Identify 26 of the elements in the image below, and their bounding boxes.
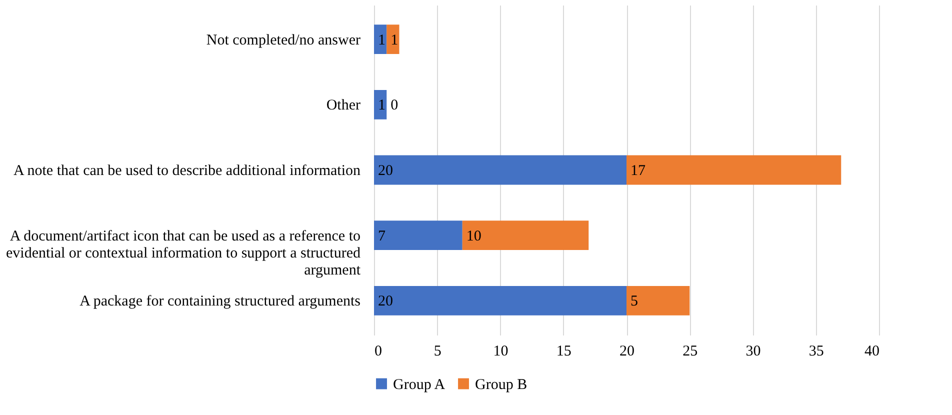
x-tick-label: 5: [434, 344, 442, 360]
y-tick-label: A package for containing structured arguments: [80, 294, 361, 310]
data-label: 10: [466, 228, 482, 244]
data-label: 1: [390, 32, 398, 48]
legend-label: Group B: [475, 376, 528, 393]
x-tick-label: 40: [864, 344, 880, 360]
legend-label: Group A: [393, 376, 446, 393]
y-tick-label: Not completed/no answer: [206, 32, 361, 48]
data-label: 0: [390, 98, 398, 114]
data-label: 1: [378, 32, 386, 48]
data-label: 20: [378, 163, 393, 179]
x-tick-label: 15: [556, 344, 572, 360]
x-tick-label: 30: [746, 344, 761, 360]
data-label: 17: [630, 163, 646, 179]
y-tick-label: Other: [326, 98, 360, 114]
data-label: 1: [378, 98, 386, 114]
data-label: 20: [378, 294, 393, 310]
data-label: 7: [378, 228, 386, 244]
x-tick-label: 0: [374, 344, 382, 360]
x-tick-label: 20: [620, 344, 634, 360]
y-tick-label: A note that can be used to describe additional information: [14, 163, 361, 179]
x-tick-label: 35: [808, 344, 824, 360]
x-tick-label: 25: [682, 344, 698, 360]
x-tick-label: 10: [493, 344, 508, 360]
data-label: 5: [630, 294, 638, 310]
y-tick-label: A document/artifact icon that can be used as a reference to evidential or contextual information to support a structured argument: [6, 228, 362, 278]
